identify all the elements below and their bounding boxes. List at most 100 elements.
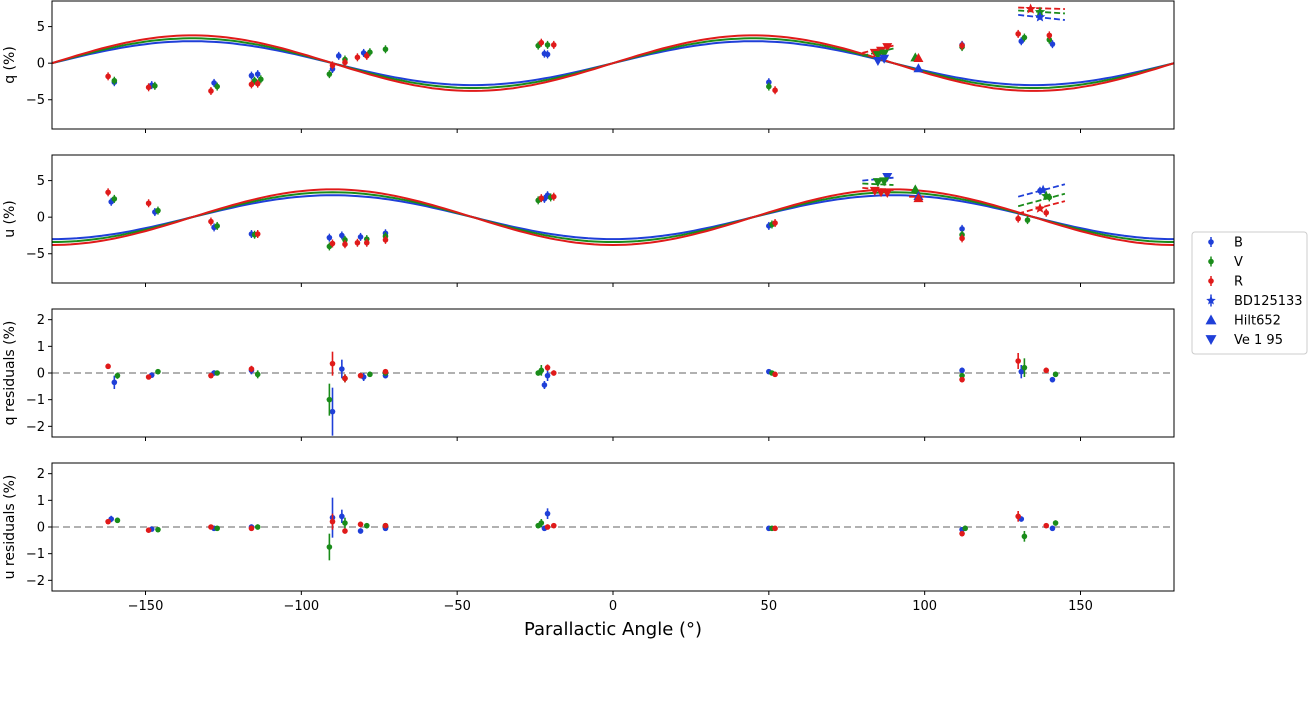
data-point-V xyxy=(114,372,121,379)
data-point-V xyxy=(258,76,264,83)
data-point-R xyxy=(145,527,152,533)
data-point-B xyxy=(544,372,551,379)
standard-star-triangle-down xyxy=(879,49,890,59)
standard-star-fit-line xyxy=(862,44,894,54)
x-tick-label: −150 xyxy=(128,599,164,614)
legend-marker xyxy=(1205,335,1217,345)
standard-star-fit-line xyxy=(1017,200,1066,215)
data-point-R xyxy=(772,371,778,378)
standard-star-triangle-down xyxy=(882,43,893,53)
y-axis-label: u residuals (%) xyxy=(2,475,18,580)
legend-marker xyxy=(1206,295,1216,305)
data-point-B xyxy=(541,382,548,388)
data-point-B xyxy=(339,513,345,520)
data-point-R xyxy=(959,42,965,49)
data-point-V xyxy=(382,46,389,53)
data-point-R xyxy=(1043,522,1050,529)
plot-area xyxy=(52,3,1174,95)
data-point-V xyxy=(342,237,348,243)
data-point-V xyxy=(214,223,220,229)
plot-area xyxy=(52,172,1174,251)
data-point-B xyxy=(959,367,965,374)
data-point-R xyxy=(145,84,152,91)
data-point-R xyxy=(105,73,111,80)
y-tick-label: 0 xyxy=(37,211,45,226)
data-point-B xyxy=(959,226,965,232)
y-axis-label: q residuals (%) xyxy=(2,321,18,426)
data-point-R xyxy=(1015,358,1021,364)
standard-star-fit-line xyxy=(1017,183,1066,198)
model-curve-R xyxy=(52,188,1174,247)
data-point-R xyxy=(329,518,336,525)
data-point-V xyxy=(214,83,220,90)
data-point-R xyxy=(357,372,364,379)
data-point-R xyxy=(145,200,152,207)
data-point-R xyxy=(248,366,255,372)
data-point-V xyxy=(326,396,333,403)
standard-star-fit-line xyxy=(862,47,894,57)
data-point-V xyxy=(152,83,158,89)
standard-star-triangle-down xyxy=(872,51,883,61)
standard-star-triangle-up xyxy=(913,63,924,73)
data-point-R xyxy=(772,525,778,532)
y-tick-label: 5 xyxy=(37,20,45,35)
model-curve-V xyxy=(52,191,1174,243)
data-point-V xyxy=(1021,364,1028,371)
data-point-R xyxy=(959,376,965,383)
panel-3: −2 −1 0 1 2 −150 −100 −50 0 50 100 150 u residuals (… xyxy=(2,462,1175,614)
legend-frame xyxy=(1191,231,1308,355)
data-point-R xyxy=(538,195,545,201)
y-tick-label: 2 xyxy=(37,467,45,482)
data-point-V xyxy=(342,520,348,526)
data-point-V xyxy=(114,517,121,524)
data-point-V xyxy=(544,42,551,48)
data-point-V xyxy=(326,544,333,550)
data-point-V xyxy=(214,370,220,376)
data-point-R xyxy=(1043,367,1050,374)
standard-star-triangle-down xyxy=(872,178,883,188)
y-tick-label: 0 xyxy=(37,521,45,536)
data-point-B xyxy=(1049,525,1056,532)
data-point-B xyxy=(111,379,118,386)
x-tick-label: −50 xyxy=(443,599,470,614)
data-point-R xyxy=(382,368,389,375)
data-point-R xyxy=(1015,215,1021,222)
data-point-B xyxy=(254,71,261,77)
standard-star-star xyxy=(1034,202,1046,213)
standard-star-triangle-down xyxy=(882,189,893,199)
data-point-B xyxy=(357,528,364,534)
y-tick-label: 0 xyxy=(37,367,45,382)
data-point-R xyxy=(329,360,336,367)
y-axis-label: q (%) xyxy=(2,46,18,84)
data-point-V xyxy=(766,83,772,90)
standard-star-triangle-up xyxy=(913,53,924,63)
data-point-V xyxy=(962,525,968,532)
axes-frame xyxy=(51,0,1175,130)
data-point-R xyxy=(208,218,214,225)
standard-star-fit-line xyxy=(862,187,894,192)
standard-star-fit-line xyxy=(862,182,894,186)
data-point-B xyxy=(544,51,551,58)
data-point-V xyxy=(254,524,261,530)
data-point-R xyxy=(1046,32,1053,39)
data-point-R xyxy=(959,530,965,537)
data-point-R xyxy=(959,235,965,242)
y-tick-label: −2 xyxy=(26,420,45,435)
data-point-B xyxy=(335,53,342,59)
data-point-R xyxy=(329,62,336,69)
y-tick-label: −5 xyxy=(26,93,45,108)
data-point-R xyxy=(342,59,348,66)
data-point-V xyxy=(155,526,161,533)
legend-label: V xyxy=(1234,255,1243,270)
x-tick-label: −100 xyxy=(283,599,319,614)
data-point-B xyxy=(1018,368,1025,375)
x-axis-label: Parallactic Angle (°) xyxy=(524,619,702,640)
legend-label: B xyxy=(1234,236,1243,251)
data-point-R xyxy=(254,80,261,87)
panel-2: −2 −1 0 1 2 q residuals (%) xyxy=(2,308,1175,441)
data-point-V xyxy=(363,522,370,529)
data-point-V xyxy=(1024,217,1031,223)
data-point-V xyxy=(1046,36,1053,43)
data-point-V xyxy=(326,71,333,77)
